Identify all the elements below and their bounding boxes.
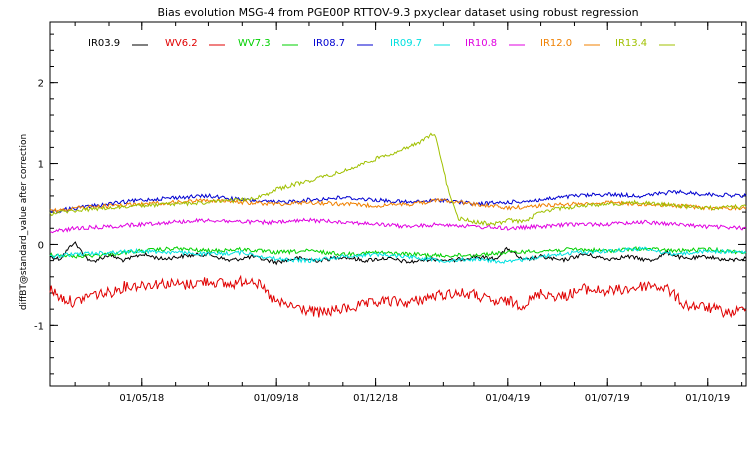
y-tick-label: 2	[38, 79, 44, 90]
x-tick-label: 01/07/19	[585, 393, 630, 404]
legend-label: IR09.7	[390, 38, 422, 49]
series-layer	[49, 132, 747, 319]
series-line-ir08-7	[49, 189, 747, 214]
x-tick-label: 01/12/18	[353, 393, 398, 404]
plot-area	[49, 21, 747, 387]
y-tick-label: -1	[34, 321, 44, 332]
legend-label: WV7.3	[238, 38, 271, 49]
y-tick-label: 1	[38, 160, 44, 171]
legend-label: IR12.0	[540, 38, 572, 49]
series-line-ir13-4	[49, 132, 747, 227]
axis-ticks: -1 0 1 2 01/05/18 01/09/18 01/12/18 01/04/19 01/…	[34, 22, 746, 404]
y-axis-label: diffBT@standard_value after correction	[19, 134, 29, 310]
series-line-wv6-2	[49, 274, 747, 319]
legend-label: IR03.9	[88, 38, 120, 49]
plot-frame	[49, 21, 747, 387]
legend-label: IR10.8	[465, 38, 497, 49]
x-tick-label: 01/09/18	[254, 393, 299, 404]
x-tick-label: 01/04/19	[485, 393, 530, 404]
x-tick-label: 01/05/18	[119, 393, 164, 404]
y-tick-label: 0	[38, 240, 44, 251]
series-line-ir03-9	[49, 241, 747, 266]
series-line-ir10-8	[49, 217, 747, 234]
legend-label: IR13.4	[615, 38, 647, 49]
chart-title: Bias evolution MSG-4 from PGE00P RTTOV-9…	[157, 6, 638, 19]
series-line-ir09-7	[49, 246, 747, 265]
legend: IR03.9 WV6.2 WV7.3 IR08.7 IR09.7 IR10.8 IR12.0…	[88, 38, 675, 49]
x-tick-label: 01/10/19	[685, 393, 730, 404]
legend-label: WV6.2	[165, 38, 198, 49]
legend-label: IR08.7	[313, 38, 345, 49]
series-line-wv7-3	[49, 246, 747, 259]
